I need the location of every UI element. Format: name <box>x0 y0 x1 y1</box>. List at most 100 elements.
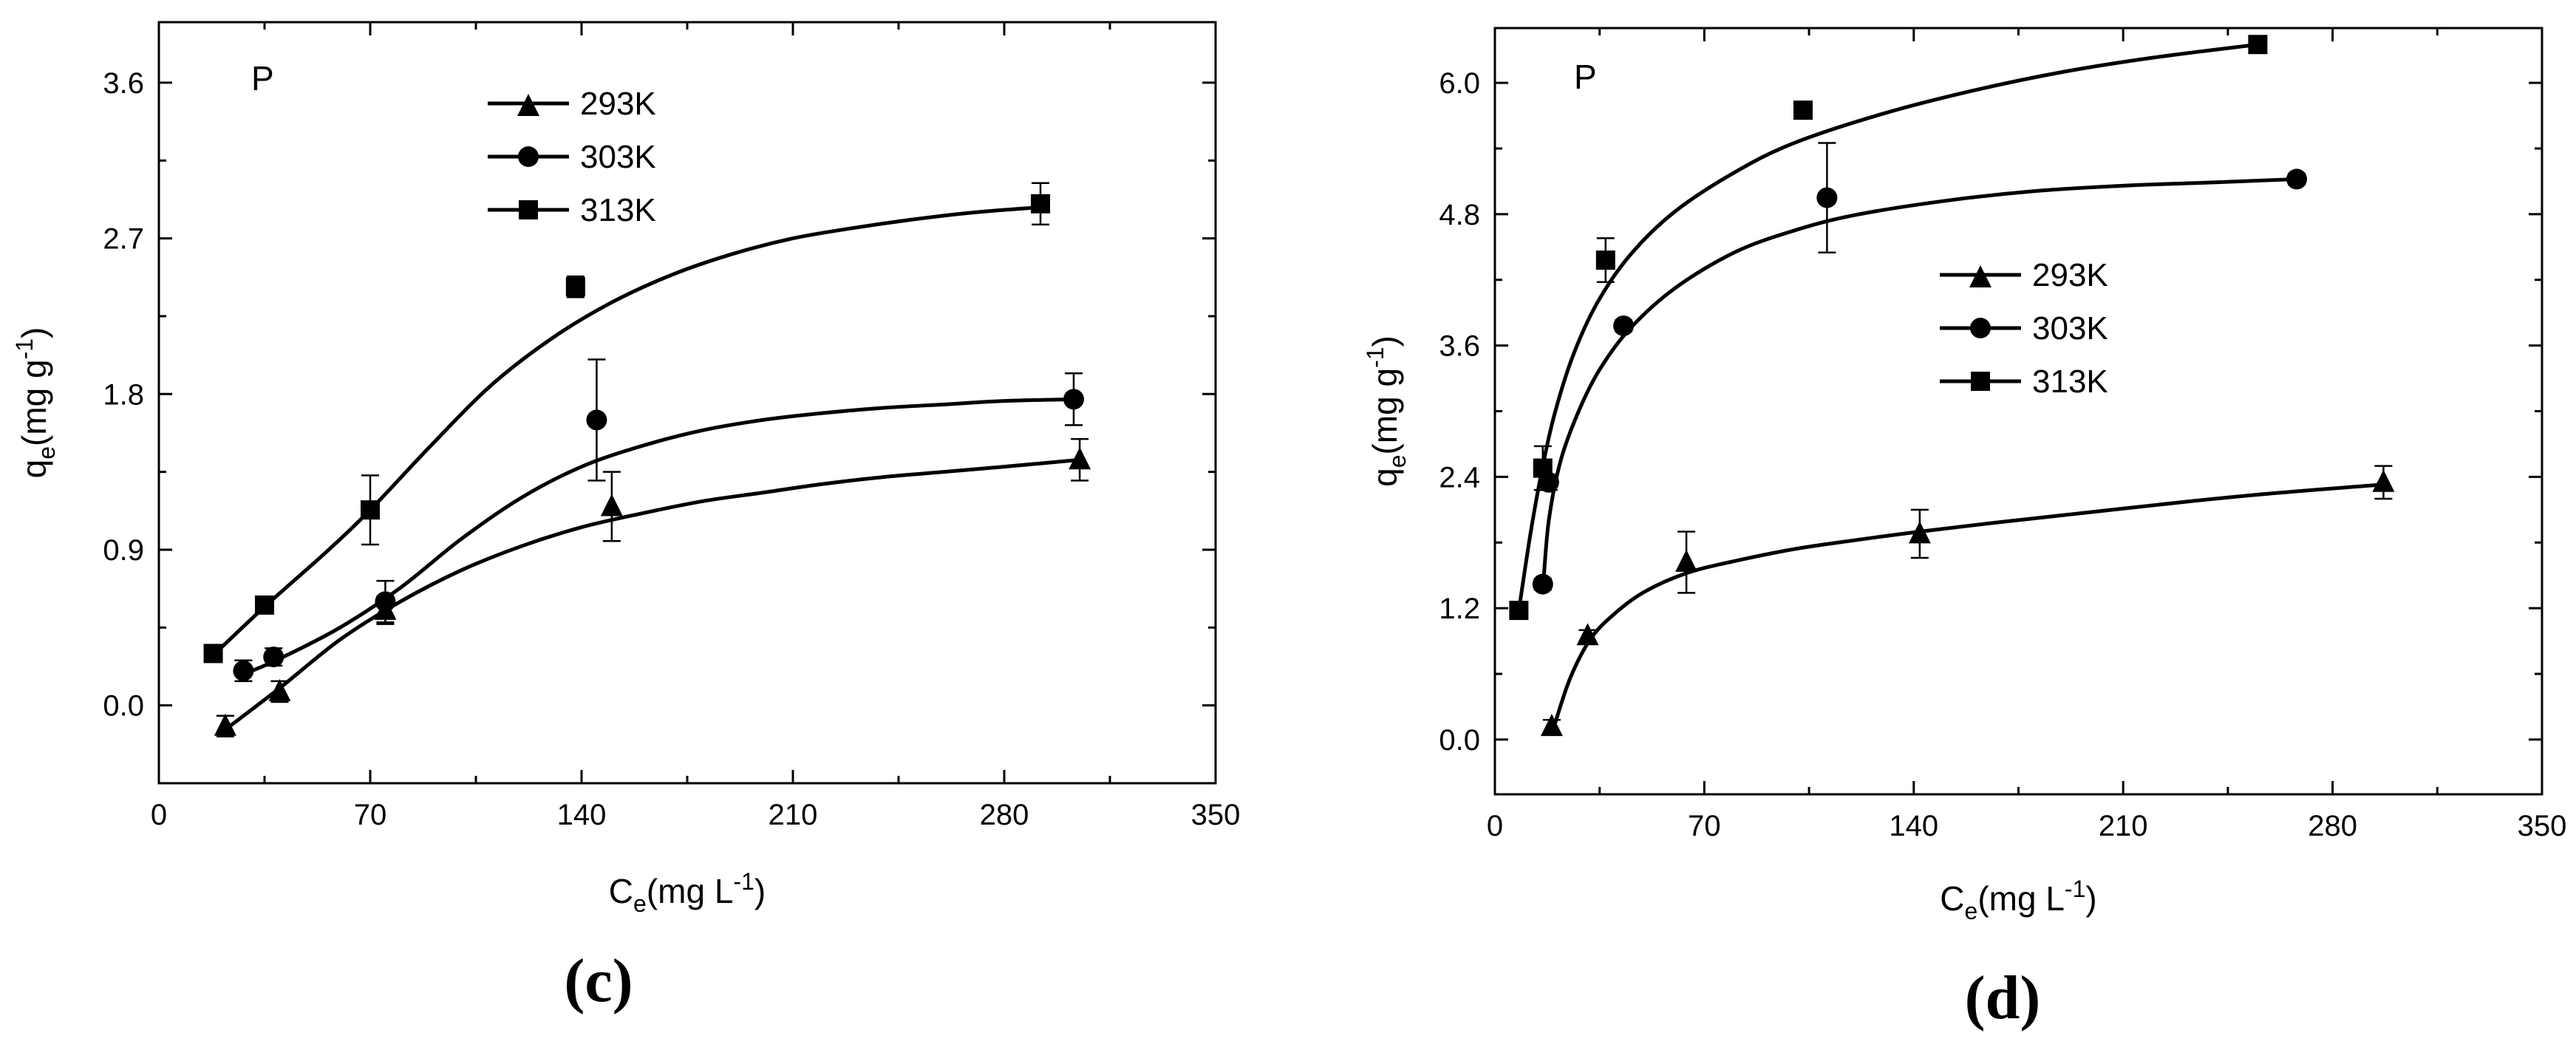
x-axis-title-subscript: e <box>633 890 647 917</box>
y-axis-title-unit: (mg g <box>1366 368 1404 455</box>
x-tick-label: 0 <box>1487 810 1503 842</box>
fit-curve-293K <box>1550 482 2384 735</box>
legend-label-303K: 303K <box>580 139 656 175</box>
x-tick-label: 0 <box>151 799 167 831</box>
y-tick-label: 3.6 <box>103 67 144 100</box>
y-tick-label: 4.8 <box>1439 199 1480 231</box>
x-axis-title-superscript: -1 <box>733 868 754 895</box>
data-point-303K <box>233 660 254 681</box>
panel-annotation: P <box>1574 58 1597 96</box>
data-point-313K <box>1595 250 1615 270</box>
series-313K <box>203 182 1051 664</box>
data-point-303K <box>1532 573 1553 595</box>
x-tick-label: 280 <box>980 799 1029 831</box>
y-axis-title-subscript: e <box>1384 454 1411 468</box>
x-axis-title-unit: (mg L <box>647 872 734 910</box>
fit-curve-313K <box>211 205 1041 657</box>
x-tick-label: 210 <box>2099 810 2148 842</box>
y-axis-title-superscript: -1 <box>11 338 38 359</box>
legend-marker-313K <box>1971 372 1990 391</box>
x-axis-title-close: ) <box>2085 879 2096 918</box>
x-tick-label: 210 <box>769 799 818 831</box>
legend-marker-303K <box>1970 318 1991 338</box>
legend-label-313K: 313K <box>2032 364 2108 400</box>
x-axis-title: Ce(mg L-1) <box>609 868 766 917</box>
data-point-313K <box>1533 458 1553 478</box>
y-axis-title-superscript: -1 <box>1362 347 1388 367</box>
legend-label-303K: 303K <box>2032 310 2108 347</box>
x-tick-label: 70 <box>354 799 387 831</box>
data-point-303K <box>375 591 396 613</box>
x-axis-title-subscript: e <box>1965 898 1978 924</box>
data-point-313K <box>565 277 585 297</box>
panel-annotation: P <box>251 59 274 98</box>
data-point-313K <box>1793 100 1813 120</box>
plot-frame <box>157 21 1217 785</box>
series-293K <box>214 437 1091 738</box>
legend-marker-293K <box>517 94 539 116</box>
data-point-303K <box>2286 168 2308 190</box>
plot-frame <box>1493 27 2543 796</box>
y-axis-title-close: ) <box>1366 335 1404 347</box>
data-point-303K <box>1063 389 1084 410</box>
y-tick-label: 6.0 <box>1439 67 1480 100</box>
x-tick-label: 70 <box>1688 810 1721 842</box>
x-tick-label: 350 <box>1191 799 1241 831</box>
data-point-293K <box>2372 469 2395 492</box>
x-axis-title: Ce(mg L-1) <box>1940 876 2096 924</box>
x-tick-label: 350 <box>2518 810 2567 842</box>
legend-marker-293K <box>1969 265 1991 287</box>
y-tick-label: 0.0 <box>1439 724 1480 757</box>
panel-caption: (c) <box>564 947 633 1015</box>
y-tick-label: 2.7 <box>103 223 144 256</box>
data-point-313K <box>361 500 380 520</box>
data-point-303K <box>1816 187 1838 208</box>
x-tick-label: 280 <box>2308 810 2357 842</box>
x-tick-label: 140 <box>557 799 607 831</box>
legend-label-293K: 293K <box>2032 257 2108 293</box>
data-point-293K <box>600 494 623 516</box>
fit-curve-303K <box>242 397 1074 676</box>
y-axis-title-unit: (mg g <box>15 359 53 446</box>
panel-caption: (d) <box>1965 964 2041 1032</box>
y-axis-title: qe(mg g-1) <box>1362 335 1411 487</box>
legend-label-313K: 313K <box>580 192 656 228</box>
data-point-313K <box>255 595 274 615</box>
y-axis-title-symbol: q <box>15 460 53 479</box>
data-point-303K <box>263 647 284 668</box>
y-axis-title-close: ) <box>15 327 53 338</box>
fit-curve-303K <box>1541 177 2297 593</box>
y-axis-title-symbol: q <box>1366 468 1404 487</box>
y-tick-label: 3.6 <box>1439 330 1480 363</box>
y-tick-label: 1.8 <box>103 378 144 411</box>
y-tick-label: 0.9 <box>103 534 144 567</box>
x-axis-title-symbol: C <box>1940 879 1964 918</box>
data-point-293K <box>1576 623 1599 646</box>
fit-curve-293K <box>224 457 1080 731</box>
x-axis-title-superscript: -1 <box>2065 876 2085 902</box>
data-point-293K <box>268 678 291 701</box>
data-point-313K <box>203 644 223 664</box>
series-293K <box>1540 465 2395 737</box>
data-point-293K <box>214 713 236 736</box>
x-axis-title-close: ) <box>754 872 766 910</box>
series-303K <box>233 358 1084 683</box>
y-tick-label: 1.2 <box>1439 593 1480 625</box>
x-axis-title-unit: (mg L <box>1977 879 2065 918</box>
series-313K <box>1509 35 2268 621</box>
data-point-293K <box>1069 447 1091 470</box>
legend-marker-313K <box>519 200 538 219</box>
y-tick-label: 0.0 <box>103 690 144 723</box>
data-point-313K <box>2248 35 2268 55</box>
x-tick-label: 140 <box>1889 810 1938 842</box>
data-point-313K <box>1031 194 1051 214</box>
data-point-313K <box>1509 601 1529 621</box>
data-point-293K <box>1675 549 1698 572</box>
legend-marker-303K <box>518 146 539 167</box>
y-axis-title-subscript: e <box>33 446 60 460</box>
y-tick-label: 2.4 <box>1439 461 1480 494</box>
x-axis-title-symbol: C <box>609 872 633 910</box>
data-point-303K <box>586 409 607 431</box>
